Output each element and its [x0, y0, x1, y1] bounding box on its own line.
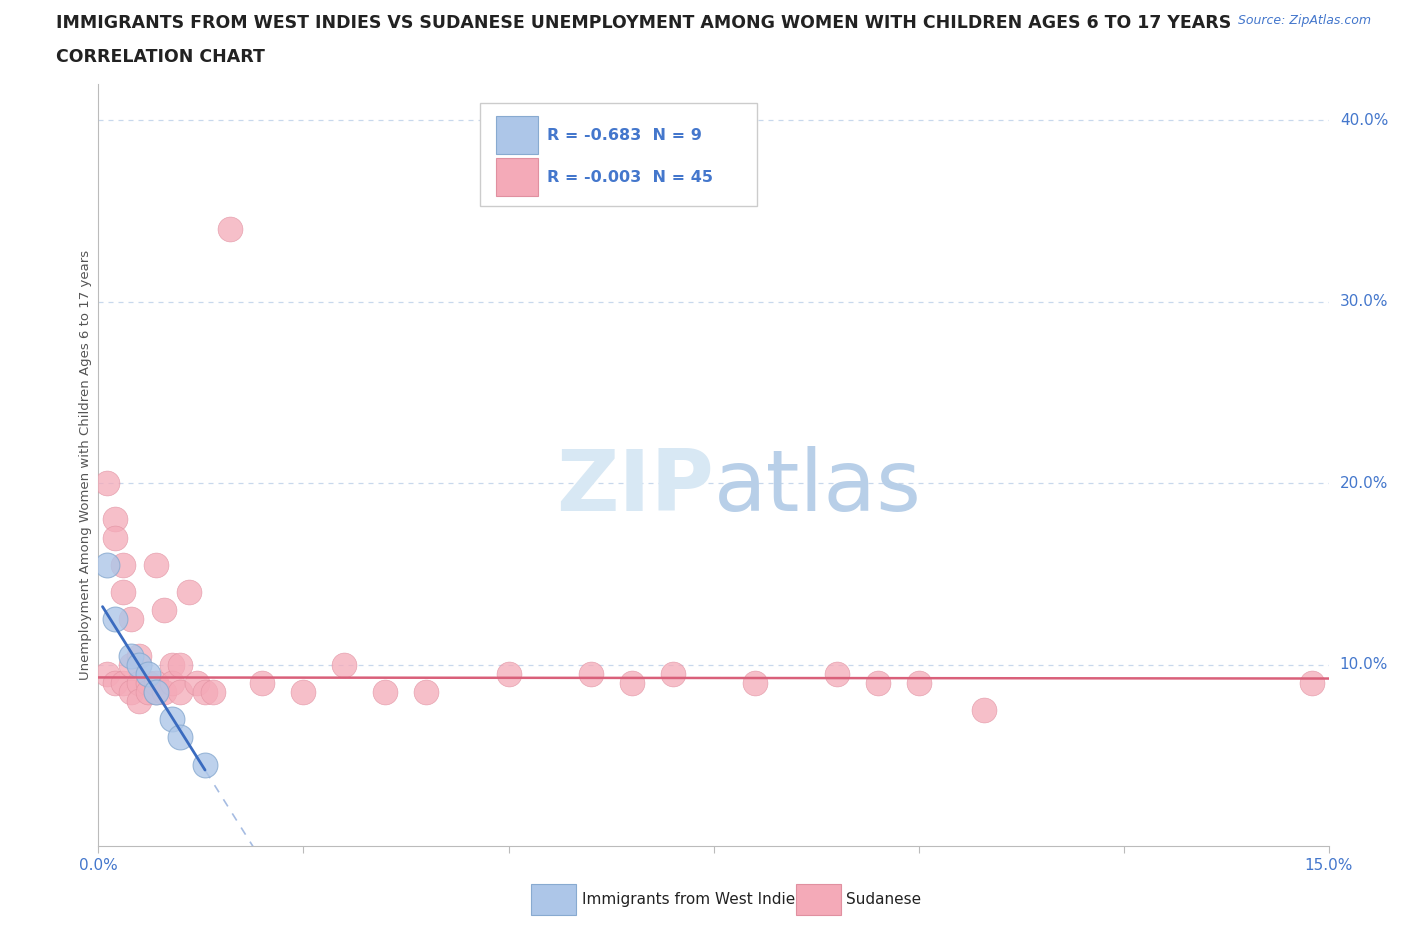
Text: 20.0%: 20.0% — [1340, 475, 1388, 491]
Text: IMMIGRANTS FROM WEST INDIES VS SUDANESE UNEMPLOYMENT AMONG WOMEN WITH CHILDREN A: IMMIGRANTS FROM WEST INDIES VS SUDANESE … — [56, 14, 1232, 32]
Point — [177, 585, 200, 600]
Point — [120, 648, 142, 663]
Point — [112, 675, 135, 690]
Point — [145, 684, 167, 699]
Point — [153, 684, 176, 699]
Point — [194, 757, 217, 772]
Point — [112, 585, 135, 600]
Point — [186, 675, 208, 690]
Point — [415, 684, 437, 699]
Point — [136, 675, 159, 690]
Point — [252, 675, 274, 690]
FancyBboxPatch shape — [496, 158, 537, 196]
Point — [169, 730, 191, 745]
Point — [292, 684, 315, 699]
Point — [169, 658, 191, 672]
Point — [374, 684, 396, 699]
Point — [120, 658, 142, 672]
Point — [120, 684, 142, 699]
Point — [218, 221, 240, 236]
Point — [145, 675, 167, 690]
Point — [96, 476, 118, 491]
Text: 10.0%: 10.0% — [1340, 658, 1388, 672]
Point — [145, 684, 167, 699]
Point — [162, 658, 183, 672]
Point — [104, 512, 127, 527]
Text: R = -0.683  N = 9: R = -0.683 N = 9 — [547, 128, 703, 143]
Point — [620, 675, 643, 690]
Point — [1301, 675, 1323, 690]
Text: R = -0.003  N = 45: R = -0.003 N = 45 — [547, 170, 713, 185]
Point — [104, 612, 127, 627]
Point — [104, 675, 127, 690]
Point — [333, 658, 356, 672]
Point — [661, 667, 683, 682]
Point — [96, 557, 118, 572]
Point — [153, 603, 176, 618]
Text: ZIP: ZIP — [555, 446, 714, 529]
Y-axis label: Unemployment Among Women with Children Ages 6 to 17 years: Unemployment Among Women with Children A… — [79, 250, 91, 680]
Text: Sudanese: Sudanese — [846, 892, 921, 907]
Text: CORRELATION CHART: CORRELATION CHART — [56, 48, 266, 66]
Point — [145, 557, 167, 572]
Text: 40.0%: 40.0% — [1340, 113, 1388, 127]
Text: atlas: atlas — [714, 446, 921, 529]
Point — [136, 684, 159, 699]
Text: 30.0%: 30.0% — [1340, 294, 1388, 309]
Text: Source: ZipAtlas.com: Source: ZipAtlas.com — [1237, 14, 1371, 27]
Point — [169, 684, 191, 699]
Point — [498, 667, 520, 682]
Point — [194, 684, 217, 699]
Point — [112, 557, 135, 572]
Point — [825, 667, 848, 682]
Point — [202, 684, 225, 699]
Text: Immigrants from West Indies: Immigrants from West Indies — [582, 892, 803, 907]
FancyBboxPatch shape — [496, 116, 537, 153]
Point — [128, 658, 150, 672]
Point — [128, 648, 150, 663]
FancyBboxPatch shape — [479, 103, 756, 206]
Point — [136, 667, 159, 682]
Point — [973, 703, 995, 718]
Point — [162, 711, 183, 726]
Point — [162, 675, 183, 690]
Point — [579, 667, 602, 682]
Point — [120, 612, 142, 627]
Point — [907, 675, 929, 690]
Point — [866, 675, 889, 690]
Point — [104, 530, 127, 545]
Point — [128, 694, 150, 709]
Point — [744, 675, 766, 690]
Point — [96, 667, 118, 682]
Point — [128, 675, 150, 690]
